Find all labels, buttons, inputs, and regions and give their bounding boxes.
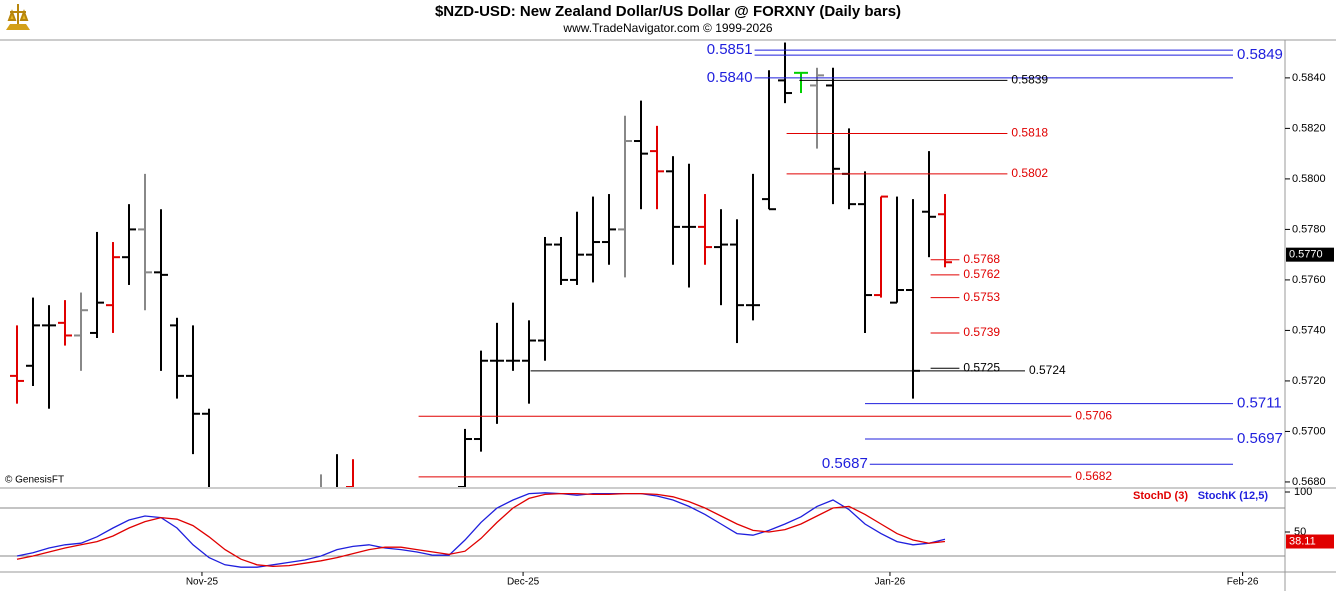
level-label: 0.5849 xyxy=(1237,46,1283,63)
level-label: 0.5724 xyxy=(1029,363,1066,377)
level-label: 0.5851 xyxy=(707,41,753,58)
x-tick-label: Jan-26 xyxy=(875,577,906,588)
y-tick-label: 0.5840 xyxy=(1292,72,1326,84)
y-tick-label: 0.5820 xyxy=(1292,122,1326,134)
level-label: 0.5840 xyxy=(707,69,753,86)
y-tick-label: 0.5800 xyxy=(1292,173,1326,185)
stoch-plot xyxy=(0,492,1285,568)
logo xyxy=(6,4,30,30)
level-label: 0.5753 xyxy=(963,290,1000,304)
stoch-line xyxy=(16,492,946,568)
level-label: 0.5839 xyxy=(1011,73,1048,87)
level-label: 0.5725 xyxy=(963,360,1000,374)
legend-entry: StochK (12,5) xyxy=(1198,490,1269,502)
y-tick-label: 0.5700 xyxy=(1292,425,1326,437)
level-label: 0.5818 xyxy=(1011,126,1048,140)
y-tick-label: 0.5780 xyxy=(1292,223,1326,235)
y-tick-label: 0.5720 xyxy=(1292,375,1326,387)
x-tick-label: Dec-25 xyxy=(507,577,540,588)
last-value-tag xyxy=(1286,534,1334,549)
y-tick-label: 100 xyxy=(1294,486,1312,498)
x-tick-label: Nov-25 xyxy=(186,577,219,588)
level-label: 0.5802 xyxy=(1011,166,1048,180)
last-value-label: 38.11 xyxy=(1289,535,1316,547)
legend-entry: StochD (3) xyxy=(1133,490,1188,502)
level-label: 0.5711 xyxy=(1237,395,1282,412)
source-note: © GenesisFT xyxy=(5,475,64,486)
x-tick-label: Feb-26 xyxy=(1227,577,1259,588)
y-tick-label: 0.5680 xyxy=(1292,476,1326,488)
level-label: 0.5687 xyxy=(822,455,868,472)
y-tick-label: 0.5760 xyxy=(1292,274,1326,286)
level-label: 0.5739 xyxy=(963,325,1000,339)
level-label: 0.5762 xyxy=(963,267,1000,281)
level-label: 0.5697 xyxy=(1237,430,1283,447)
last-price-label: 0.5770 xyxy=(1289,249,1323,261)
level-label: 0.5706 xyxy=(1075,408,1112,422)
axes: 0.5680 0.5700 0.5720 0.5740 0.5760 0.5780 0.58… xyxy=(186,41,1334,588)
level-label: 0.5768 xyxy=(963,252,1000,266)
stoch-line xyxy=(16,492,946,568)
chart-subtitle: www.TradeNavigator.com © 1999-2026 xyxy=(562,21,772,35)
chart-title: $NZD-USD: New Zealand Dollar/US Dollar @… xyxy=(435,3,901,20)
y-tick-label: 0.5740 xyxy=(1292,324,1326,336)
level-label: 0.5682 xyxy=(1075,469,1112,483)
last-price-tag xyxy=(1286,247,1334,262)
price-plot xyxy=(10,42,1233,487)
